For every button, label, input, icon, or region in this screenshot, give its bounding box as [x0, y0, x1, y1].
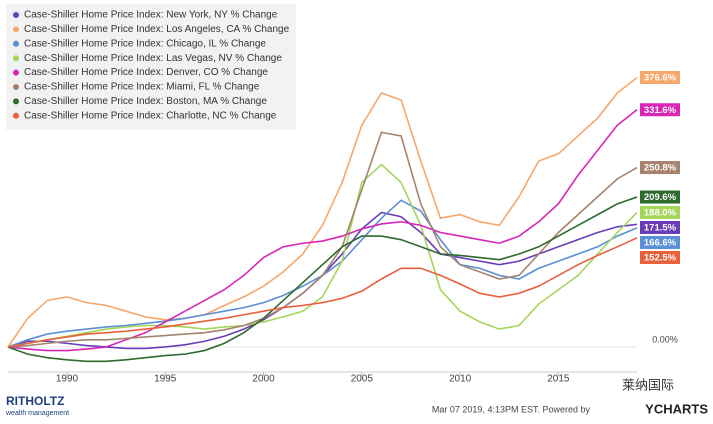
series-line [7, 76, 638, 348]
end-label: 171.5% [640, 220, 680, 234]
end-label-text: 331.6% [644, 105, 677, 116]
legend-label: Case-Shiller Home Price Index: Charlotte… [24, 110, 277, 121]
end-label: 376.6% [640, 71, 680, 85]
end-label-box [640, 161, 680, 175]
x-tick-label: 1995 [154, 374, 177, 385]
legend-label: Case-Shiller Home Price Index: Las Vegas… [24, 53, 282, 64]
end-label-text: 209.6% [644, 192, 677, 203]
timestamp: Mar 07 2019, 4:13PM EST. Powered by [432, 404, 591, 414]
end-label: 250.8% [640, 161, 680, 175]
end-label-text: 188.0% [644, 207, 677, 218]
x-tick-label: 2010 [449, 374, 472, 385]
end-label-text: 152.5% [644, 252, 677, 263]
series-line [7, 163, 638, 348]
brand: YCHARTS [645, 401, 708, 416]
end-label: 188.0% [640, 205, 680, 219]
legend-label: Case-Shiller Home Price Index: Chicago, … [24, 38, 266, 49]
legend-label: Case-Shiller Home Price Index: New York,… [24, 10, 278, 21]
x-tick-label: 1990 [56, 374, 79, 385]
series-line [7, 131, 638, 348]
end-label-box [640, 250, 680, 264]
legend-label: Case-Shiller Home Price Index: Boston, M… [24, 96, 267, 107]
series-line [7, 237, 638, 348]
legend-swatch [13, 55, 19, 62]
y-tick-label: 0.00% [652, 334, 678, 344]
legend-label: Case-Shiller Home Price Index: Denver, C… [24, 67, 268, 78]
end-label-box [640, 205, 680, 219]
legend-label: Case-Shiller Home Price Index: Miami, FL… [24, 82, 260, 93]
logo-sub: wealth management [5, 410, 69, 417]
legend: Case-Shiller Home Price Index: New York,… [6, 4, 296, 130]
end-label-text: 376.6% [644, 73, 677, 84]
end-label-box [640, 235, 680, 249]
x-tick-label: 2005 [351, 374, 374, 385]
end-label: 331.6% [640, 103, 680, 117]
watermark: 莱纳国际 [622, 377, 674, 392]
legend-swatch [13, 112, 19, 119]
legend-swatch [13, 26, 19, 33]
series-line [7, 196, 638, 363]
end-label-box [640, 190, 680, 204]
series-line [7, 109, 638, 352]
end-label-text: 166.6% [644, 237, 677, 248]
logo: RITHOLTZ [6, 394, 64, 408]
end-label-box [640, 71, 680, 85]
legend-swatch [13, 40, 19, 47]
end-label-text: 250.8% [644, 163, 677, 174]
legend-swatch [13, 98, 19, 105]
end-label-box [640, 220, 680, 234]
x-tick-label: 2000 [252, 374, 275, 385]
legend-swatch [13, 69, 19, 76]
legend-box [6, 4, 296, 130]
end-label: 209.6% [640, 190, 680, 204]
legend-swatch [13, 12, 19, 18]
end-label-box [640, 103, 680, 117]
end-label: 152.5% [640, 250, 680, 264]
legend-label: Case-Shiller Home Price Index: Los Angel… [24, 24, 290, 35]
legend-swatch [13, 84, 19, 90]
x-tick-label: 2015 [547, 374, 570, 385]
end-label: 166.6% [640, 235, 680, 249]
end-label-text: 171.5% [644, 222, 677, 233]
